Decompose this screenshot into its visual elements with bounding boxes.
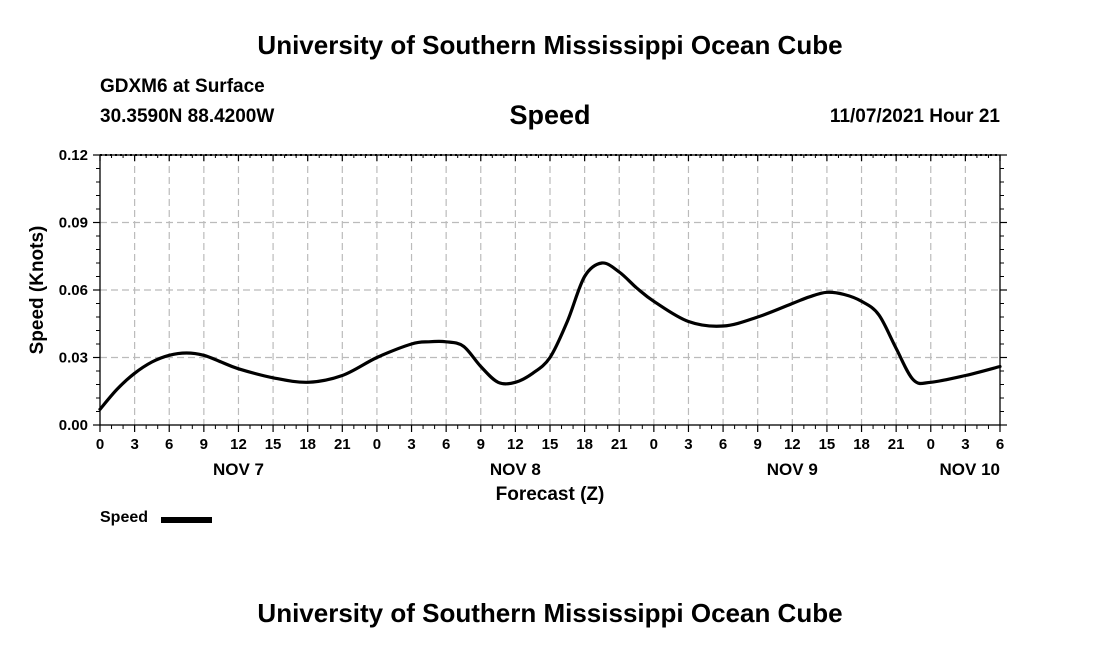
chart-title: Speed xyxy=(509,100,591,130)
x-tick-label: 0 xyxy=(927,436,935,453)
station-label: GDXM6 at Surface xyxy=(100,76,265,97)
day-label: NOV 8 xyxy=(490,460,541,479)
y-tick-label: 0.06 xyxy=(59,282,88,299)
x-tick-label: 15 xyxy=(265,436,282,453)
x-tick-label: 6 xyxy=(442,436,450,453)
x-tick-label: 6 xyxy=(719,436,727,453)
y-tick-label: 0.09 xyxy=(59,215,88,232)
y-tick-label: 0.12 xyxy=(59,147,88,164)
page-title: University of Southern Mississippi Ocean… xyxy=(257,30,843,60)
x-tick-label: 6 xyxy=(165,436,173,453)
x-tick-label: 0 xyxy=(373,436,381,453)
x-tick-label: 9 xyxy=(200,436,208,453)
x-tick-label: 0 xyxy=(650,436,658,453)
x-tick-label: 3 xyxy=(961,436,969,453)
chart-grid xyxy=(100,154,1000,425)
y-axis-label: Speed (Knots) xyxy=(27,226,48,355)
day-label: NOV 7 xyxy=(213,460,264,479)
chart-tick-labels: 0 3 6 9 12 15 18 21 0 3 6 9 12 15 18 21 0 3 6 9 12 15 18 21 0 3 6 0… xyxy=(59,147,1004,479)
day-label: NOV 10 xyxy=(940,460,1000,479)
timestamp-label: 11/07/2021 Hour 21 xyxy=(829,106,1000,127)
x-tick-label: 21 xyxy=(334,436,351,453)
x-tick-label: 12 xyxy=(507,436,524,453)
x-tick-label: 9 xyxy=(477,436,485,453)
y-tick-label: 0.00 xyxy=(59,417,88,434)
x-tick-label: 3 xyxy=(684,436,692,453)
day-label: NOV 9 xyxy=(767,460,818,479)
coordinates-label: 30.3590N 88.4200W xyxy=(100,106,275,127)
chart-ticks xyxy=(93,154,1007,432)
x-tick-label: 12 xyxy=(784,436,801,453)
x-tick-label: 3 xyxy=(407,436,415,453)
x-tick-label: 9 xyxy=(754,436,762,453)
legend-label: Speed xyxy=(100,509,149,526)
x-tick-label: 15 xyxy=(542,436,559,453)
footer-title: University of Southern Mississippi Ocean… xyxy=(257,598,843,628)
x-tick-label: 21 xyxy=(888,436,905,453)
x-tick-label: 18 xyxy=(853,436,870,453)
x-tick-label: 18 xyxy=(299,436,316,453)
x-tick-label: 15 xyxy=(819,436,836,453)
x-tick-label: 18 xyxy=(576,436,593,453)
x-tick-label: 3 xyxy=(130,436,138,453)
plot-frame xyxy=(99,154,1001,426)
x-tick-label: 12 xyxy=(230,436,247,453)
x-tick-label: 21 xyxy=(611,436,628,453)
speed-series-line xyxy=(98,261,1002,411)
x-tick-label: 0 xyxy=(96,436,104,453)
x-axis-label: Forecast (Z) xyxy=(496,484,605,505)
x-tick-label: 6 xyxy=(996,436,1004,453)
y-tick-label: 0.03 xyxy=(59,350,88,367)
legend-swatch xyxy=(161,517,212,523)
